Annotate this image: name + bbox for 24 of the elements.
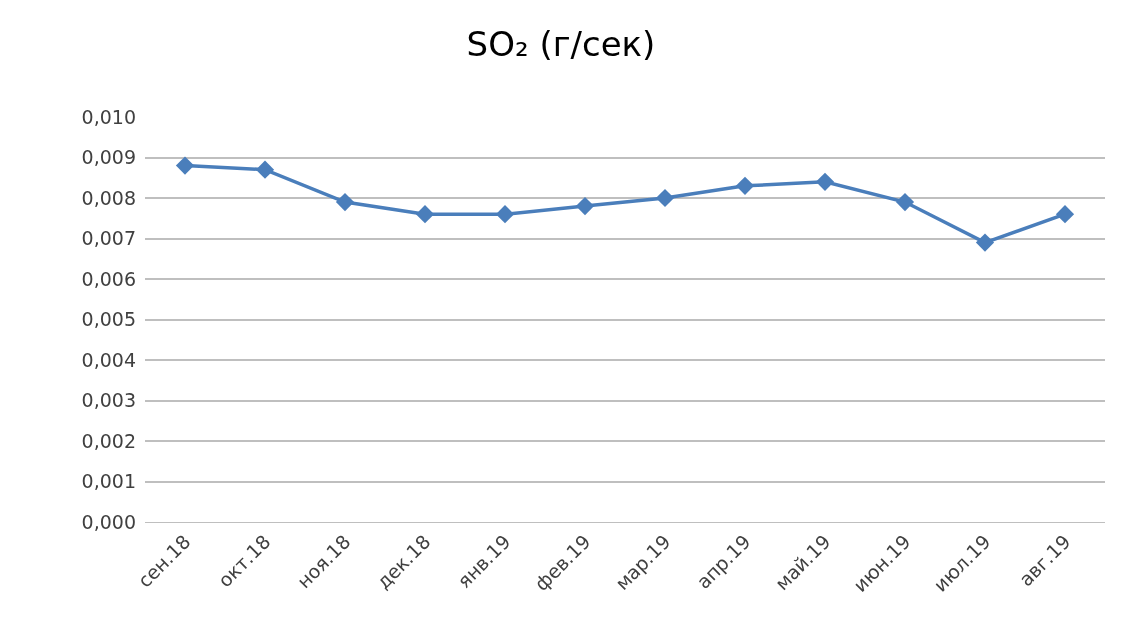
y-tick-label: 0,008 [81, 186, 136, 209]
y-tick-label: 0,006 [81, 267, 136, 290]
y-tick-label: 0,003 [81, 389, 136, 412]
y-tick-label: 0,004 [81, 348, 136, 371]
point [415, 205, 435, 224]
point [495, 205, 515, 224]
chart-title: SO₂ (г/сек) [466, 24, 656, 65]
point [975, 233, 995, 252]
point [335, 192, 355, 212]
point [255, 160, 275, 179]
y-tick-label: 0,010 [81, 105, 136, 128]
y-tick-label: 0,007 [81, 227, 136, 250]
point [815, 172, 835, 191]
y-tick-label: 0,000 [81, 510, 136, 533]
point [175, 156, 195, 175]
point [575, 197, 595, 216]
y-tick-label: 0,005 [81, 308, 136, 331]
y-tick-label: 0,001 [81, 470, 136, 493]
y-tick-label: 0,009 [81, 146, 136, 169]
point [655, 188, 675, 208]
y-tick-label: 0,002 [81, 429, 136, 452]
point [895, 192, 915, 212]
point [735, 176, 755, 195]
point [1055, 205, 1075, 224]
